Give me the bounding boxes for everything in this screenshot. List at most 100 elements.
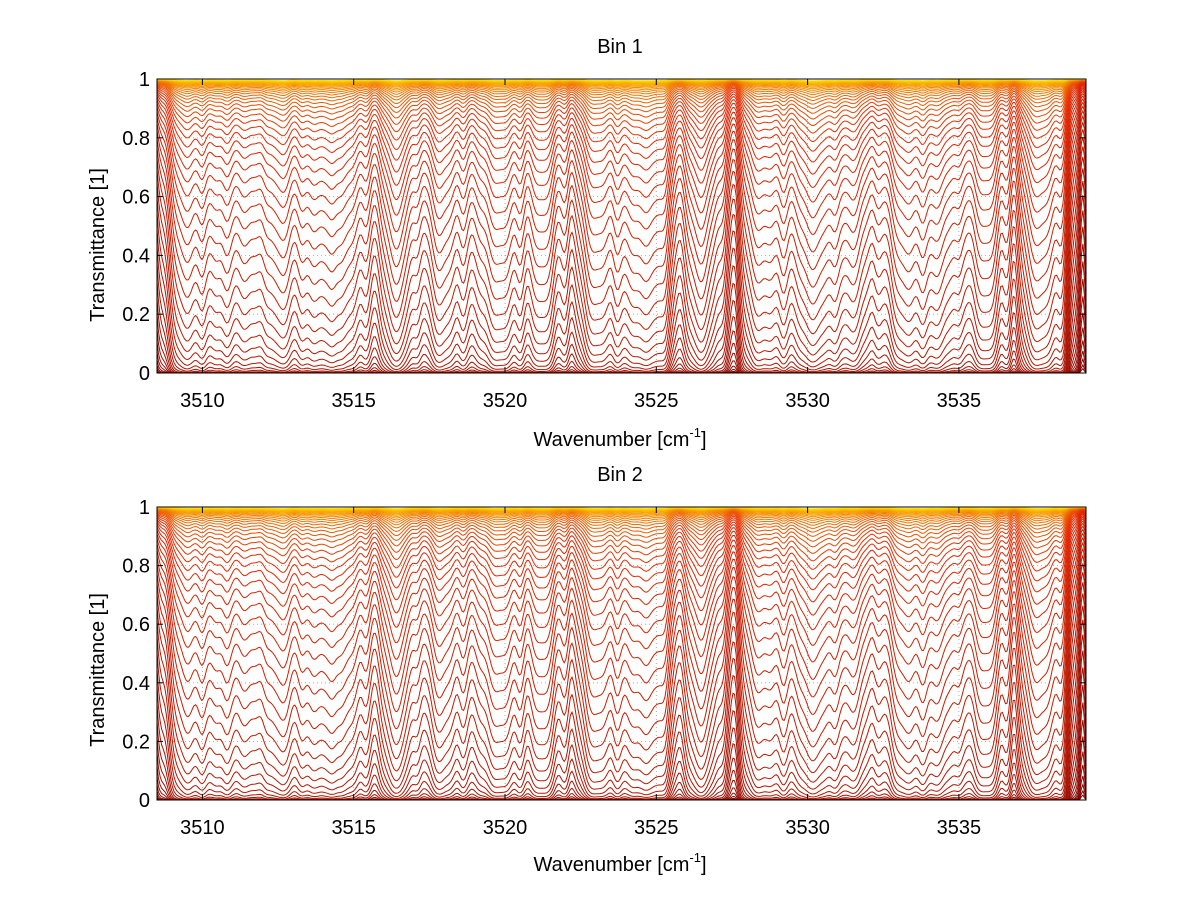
series-line bbox=[157, 553, 1086, 798]
series-line bbox=[157, 85, 1086, 219]
series-line bbox=[157, 525, 1086, 748]
series-line bbox=[157, 522, 1086, 732]
series-line bbox=[157, 528, 1086, 762]
series-line bbox=[157, 510, 1086, 603]
series-line bbox=[157, 78, 1086, 86]
series-line bbox=[157, 79, 1086, 93]
y-tick-label: 0.6 bbox=[122, 614, 150, 636]
series-line bbox=[157, 80, 1086, 127]
series-line bbox=[157, 109, 1086, 356]
series-line bbox=[157, 507, 1086, 529]
y-tick-label: 0 bbox=[139, 790, 150, 812]
x-axis-label-end: ] bbox=[701, 429, 707, 451]
series-line bbox=[157, 520, 1086, 715]
y-axis-label: Transmittance [1] bbox=[87, 593, 109, 747]
y-tick-label: 1 bbox=[139, 69, 150, 91]
series-line bbox=[157, 92, 1086, 288]
series-line bbox=[157, 137, 1086, 373]
x-tick-label: 3510 bbox=[180, 817, 225, 839]
x-tick-label: 3535 bbox=[937, 390, 982, 412]
series-line bbox=[157, 508, 1086, 548]
series-line bbox=[157, 98, 1086, 321]
series-line bbox=[157, 80, 1086, 134]
series-line bbox=[157, 82, 1086, 163]
series-line bbox=[157, 513, 1086, 646]
x-tick-label: 3520 bbox=[483, 817, 528, 839]
x-tick-label: 3525 bbox=[634, 817, 679, 839]
x-tick-label: 3525 bbox=[634, 390, 679, 412]
series-line bbox=[157, 84, 1086, 203]
plot-area: 3510 3515 3520 3525 3530 3535 0 0.2 0.4 0.6 0.8 1 bbox=[122, 69, 1087, 412]
series-line bbox=[157, 78, 1086, 82]
x-tick-label: 3515 bbox=[331, 390, 376, 412]
series-line bbox=[157, 507, 1086, 542]
series-line bbox=[157, 509, 1086, 570]
series-line bbox=[157, 506, 1086, 515]
axes-frame bbox=[156, 506, 1087, 801]
series-line bbox=[157, 79, 1086, 114]
series-line bbox=[157, 514, 1086, 663]
series-line bbox=[157, 79, 1086, 105]
axes-frame bbox=[156, 78, 1087, 374]
series-line bbox=[157, 518, 1086, 698]
series-line bbox=[157, 79, 1086, 102]
x-axis-label: Wavenumber [cm-1] bbox=[533, 425, 706, 451]
series-line bbox=[157, 541, 1086, 790]
series-line bbox=[157, 506, 1086, 521]
series-line bbox=[157, 95, 1086, 305]
x-tick-label: 3535 bbox=[937, 817, 982, 839]
series-line bbox=[157, 79, 1086, 109]
y-tick-label: 0.4 bbox=[122, 673, 150, 695]
y-tick-label: 0.8 bbox=[122, 128, 150, 150]
series-line bbox=[157, 146, 1086, 373]
series-line bbox=[157, 506, 1086, 514]
x-axis-label-main: Wavenumber [cm bbox=[533, 429, 689, 451]
series-line bbox=[157, 114, 1086, 363]
series-line bbox=[157, 81, 1086, 143]
series-line bbox=[157, 79, 1086, 91]
series-line bbox=[157, 572, 1086, 800]
chart-title: Bin 1 bbox=[597, 36, 643, 58]
x-tick-label: 3510 bbox=[180, 390, 225, 412]
series-line bbox=[157, 506, 1086, 516]
y-tick-label: 0.8 bbox=[122, 556, 150, 578]
y-tick-label: 0 bbox=[139, 363, 150, 385]
series-line bbox=[157, 81, 1086, 152]
x-axis-label-end: ] bbox=[701, 854, 707, 876]
x-tick-label: 3530 bbox=[785, 817, 830, 839]
series-line bbox=[157, 507, 1086, 519]
series-line bbox=[157, 79, 1086, 98]
series-line bbox=[157, 508, 1086, 562]
x-tick-label: 3530 bbox=[785, 390, 830, 412]
x-axis-label: Wavenumber [cm-1] bbox=[533, 850, 706, 876]
series-line bbox=[157, 507, 1086, 533]
series-line bbox=[157, 120, 1086, 368]
series-line bbox=[157, 87, 1086, 236]
series-line bbox=[157, 506, 1086, 518]
x-tick-label: 3515 bbox=[331, 817, 376, 839]
series-line bbox=[157, 532, 1086, 774]
y-tick-label: 1 bbox=[139, 497, 150, 519]
chart-panel-bin-2: Bin 2 3510 3515 3520 3525 3530 3535 0 0.2 0.4 0.6… bbox=[87, 464, 1087, 876]
series-line bbox=[157, 536, 1086, 783]
chart-title: Bin 2 bbox=[597, 464, 643, 486]
series-line bbox=[157, 90, 1086, 271]
series-line bbox=[157, 88, 1086, 253]
y-tick-label: 0.2 bbox=[122, 731, 150, 753]
series-line bbox=[157, 507, 1086, 524]
x-axis-label-main: Wavenumber [cm bbox=[533, 854, 689, 876]
series-line bbox=[157, 512, 1086, 631]
y-tick-label: 0.2 bbox=[122, 304, 150, 326]
series-line bbox=[157, 156, 1086, 374]
series-line bbox=[157, 79, 1086, 96]
series-line bbox=[157, 80, 1086, 120]
series-line bbox=[157, 507, 1086, 526]
x-tick-label: 3520 bbox=[483, 390, 528, 412]
y-tick-label: 0.6 bbox=[122, 187, 150, 209]
series-line bbox=[157, 516, 1086, 680]
series-line bbox=[157, 101, 1086, 335]
series-line bbox=[157, 563, 1086, 800]
series-line bbox=[157, 582, 1086, 801]
series-line bbox=[157, 511, 1086, 616]
